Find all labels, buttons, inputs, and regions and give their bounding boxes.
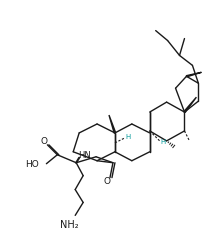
Text: HN: HN [78,151,91,160]
Polygon shape [186,72,201,77]
Text: HO: HO [25,160,39,169]
Text: O: O [104,177,111,186]
Text: H: H [125,134,131,140]
Text: H: H [160,139,165,145]
Polygon shape [184,97,196,113]
Text: NH₂: NH₂ [60,220,79,230]
Text: O: O [41,137,48,146]
Polygon shape [109,115,116,133]
